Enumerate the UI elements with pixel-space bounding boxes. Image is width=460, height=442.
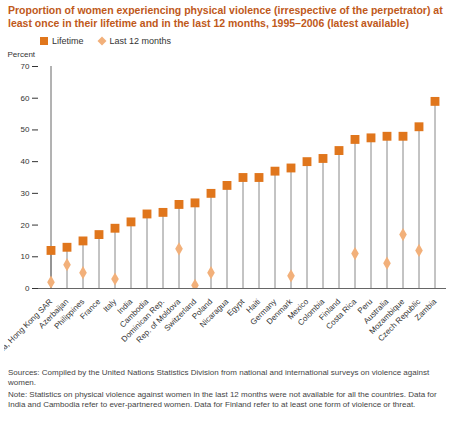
svg-text:Costa Rica: Costa Rica	[324, 297, 358, 331]
svg-text:Rep. of Moldova: Rep. of Moldova	[134, 297, 183, 345]
svg-text:70: 70	[21, 62, 30, 71]
html-text:Last 12 months: Last 12 months	[109, 36, 172, 46]
svg-text:Poland: Poland	[190, 297, 215, 322]
svg-text:60: 60	[21, 94, 30, 103]
svg-text:Switzerland: Switzerland	[162, 297, 199, 333]
html-text:Sources: Compiled by the Unite: Sources: Compiled by the United Nations …	[8, 368, 430, 387]
svg-text:Denmark: Denmark	[264, 297, 295, 327]
svg-text:Czech Republic: Czech Republic	[376, 297, 422, 343]
svg-text:10: 10	[21, 252, 30, 261]
svg-text:Nicaragua: Nicaragua	[198, 297, 231, 330]
svg-text:Peru: Peru	[355, 297, 375, 316]
svg-text:Egypt: Egypt	[225, 297, 246, 318]
svg-text:0: 0	[25, 284, 30, 293]
svg-text:Philippines: Philippines	[52, 297, 87, 331]
svg-text:30: 30	[21, 189, 30, 198]
svg-text:Colombia: Colombia	[296, 297, 327, 328]
svg-text:India: India	[115, 297, 135, 316]
svg-text:20: 20	[21, 221, 30, 230]
svg-text:50: 50	[21, 125, 30, 134]
svg-text:Italy: Italy	[101, 297, 118, 314]
svg-text:Zambia: Zambia	[413, 297, 439, 323]
svg-text:Haiti: Haiti	[244, 297, 263, 315]
svg-text:Cambodia: Cambodia	[118, 297, 151, 330]
svg-text:Finland: Finland	[317, 297, 343, 323]
svg-text:Dominican Rep.: Dominican Rep.	[119, 297, 167, 344]
svg-text:Mexico: Mexico	[285, 297, 311, 322]
svg-text:Germany: Germany	[248, 297, 279, 327]
html-text:Proportion of women experienci: Proportion of women experiencing physica…	[8, 4, 443, 29]
svg-text:France: France	[78, 297, 102, 321]
svg-text:Azerbaijan: Azerbaijan	[37, 297, 71, 331]
svg-text:Mozambique: Mozambique	[367, 297, 407, 336]
svg-text:China, Hong Kong SAR: China, Hong Kong SAR	[4, 297, 54, 363]
html-text:Lifetime: Lifetime	[52, 36, 84, 46]
html-text:Note: Statistics on physical v: Note: Statistics on physical violence ag…	[8, 390, 437, 409]
svg-text:Percent: Percent	[8, 50, 36, 59]
svg-text:40: 40	[21, 157, 30, 166]
svg-text:Australia: Australia	[361, 297, 391, 326]
